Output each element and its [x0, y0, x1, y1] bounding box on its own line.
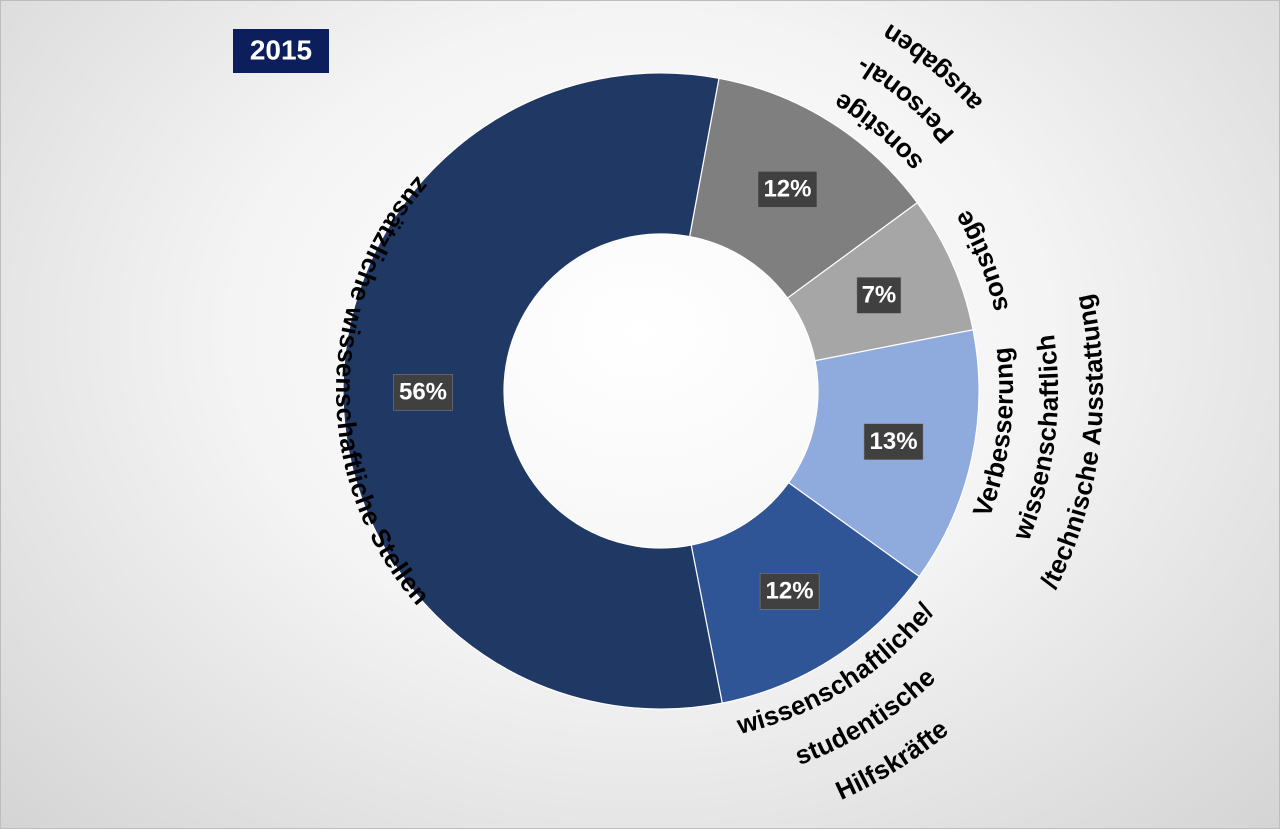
value-label-box	[856, 277, 902, 314]
value-label: 12%	[763, 176, 811, 203]
value-label: 7%	[862, 282, 897, 309]
value-label-box	[757, 171, 818, 208]
value-label-box	[863, 423, 924, 460]
title-box	[233, 29, 329, 73]
value-label: 56%	[399, 379, 447, 406]
chart-title: 2015	[250, 34, 312, 65]
value-label: 13%	[870, 428, 918, 455]
value-label: 12%	[766, 578, 814, 605]
donut-slice	[342, 72, 723, 710]
value-label-box	[393, 373, 453, 411]
value-label-box	[759, 573, 820, 610]
